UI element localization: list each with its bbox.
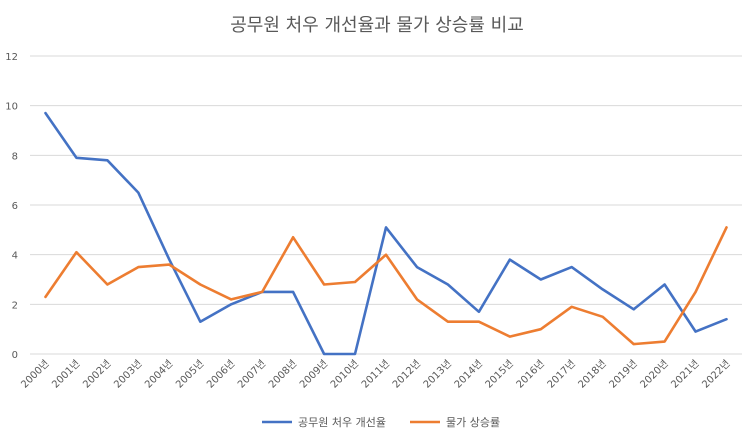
- x-tick-label: 2021년: [669, 358, 702, 391]
- y-tick-label: 6: [12, 201, 18, 212]
- x-tick-label: 2000년: [19, 358, 52, 391]
- series-lines: [44, 111, 728, 356]
- x-tick-label: 2001년: [50, 358, 83, 391]
- y-tick-label: 12: [5, 52, 18, 63]
- series-line: [44, 226, 728, 346]
- y-tick-label: 8: [12, 151, 18, 162]
- x-tick-label: 2018년: [576, 358, 609, 391]
- legend: 공무원 처우 개선율 물가 상승률: [262, 416, 500, 429]
- x-tick-label: 2010년: [328, 358, 361, 391]
- x-tick-label: 2012년: [390, 358, 423, 391]
- y-tick-label: 10: [5, 102, 18, 113]
- x-tick-label: 2013년: [421, 358, 454, 391]
- x-tick-label: 2022년: [700, 358, 733, 391]
- y-axis-ticks: 0 2 4 6 8 10 12: [5, 52, 18, 361]
- x-tick-label: 2008년: [266, 358, 299, 391]
- x-tick-label: 2005년: [173, 358, 206, 391]
- x-tick-label: 2020년: [638, 358, 671, 391]
- x-tick-label: 2006년: [204, 358, 237, 391]
- x-tick-label: 2019년: [607, 358, 640, 391]
- legend-label: 공무원 처우 개선율: [298, 416, 386, 429]
- x-tick-label: 2002년: [81, 358, 114, 391]
- x-tick-label: 2015년: [483, 358, 516, 391]
- x-tick-label: 2003년: [111, 358, 144, 391]
- x-tick-label: 2017년: [545, 358, 578, 391]
- y-tick-label: 0: [12, 350, 18, 361]
- x-tick-label: 2004년: [142, 358, 175, 391]
- series-line: [44, 111, 728, 356]
- chart-title: 공무원 처우 개선율과 물가 상승률 비교: [230, 15, 524, 36]
- x-tick-label: 2007년: [235, 358, 268, 391]
- x-tick-label: 2014년: [452, 358, 485, 391]
- x-tick-label: 2016년: [514, 358, 547, 391]
- y-tick-label: 2: [12, 300, 18, 311]
- y-tick-label: 4: [12, 251, 18, 262]
- legend-label: 물가 상승률: [446, 416, 500, 429]
- x-tick-label: 2011년: [359, 358, 392, 391]
- x-tick-label: 2009년: [297, 358, 330, 391]
- x-axis-ticks: 2000년2001년2002년2003년2004년2005년2006년2007년…: [19, 358, 733, 391]
